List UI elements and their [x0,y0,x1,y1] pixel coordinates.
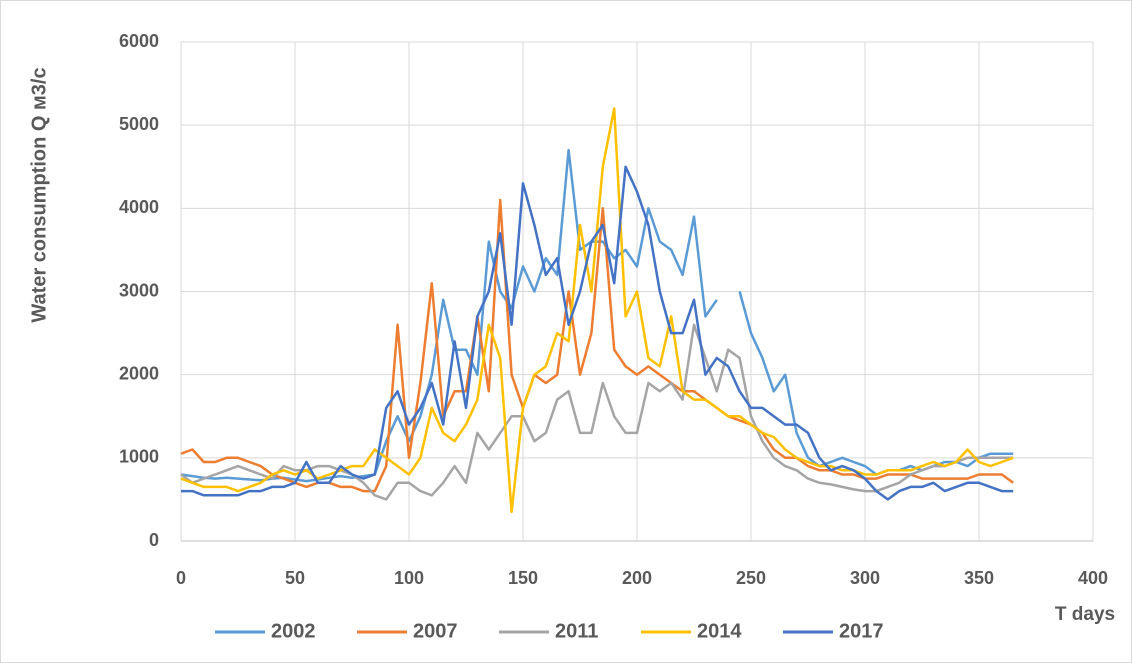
x-tick-label: 200 [622,568,652,588]
y-tick-label: 6000 [119,31,159,51]
x-tick-label: 100 [394,568,424,588]
legend-label: 2002 [271,620,316,642]
data-line [180,107,1014,514]
legend-label: 2014 [697,620,742,642]
x-tick-label: 400 [1078,568,1108,588]
y-tick-label: 0 [149,530,159,550]
y-tick-label: 4000 [119,197,159,217]
x-tick-label: 300 [850,568,880,588]
x-tick-label: 250 [736,568,766,588]
y-tick-label: 3000 [119,280,159,300]
x-axis-title: T days [1055,604,1115,625]
legend-label: 2011 [555,620,598,642]
x-tick-label: 0 [176,568,186,588]
data-line [181,165,1014,501]
y-tick-label: 5000 [119,114,159,134]
y-axis-title: Water consumption Q м3/с [28,67,50,322]
data-line [180,323,1014,501]
y-tick-label: 1000 [119,447,159,467]
x-tick-label: 50 [285,568,305,588]
x-tick-label: 350 [964,568,994,588]
legend-label: 2017 [839,620,884,642]
y-tick-label: 2000 [119,363,159,383]
x-tick-label: 150 [508,568,538,588]
legend-label: 2007 [413,620,458,642]
